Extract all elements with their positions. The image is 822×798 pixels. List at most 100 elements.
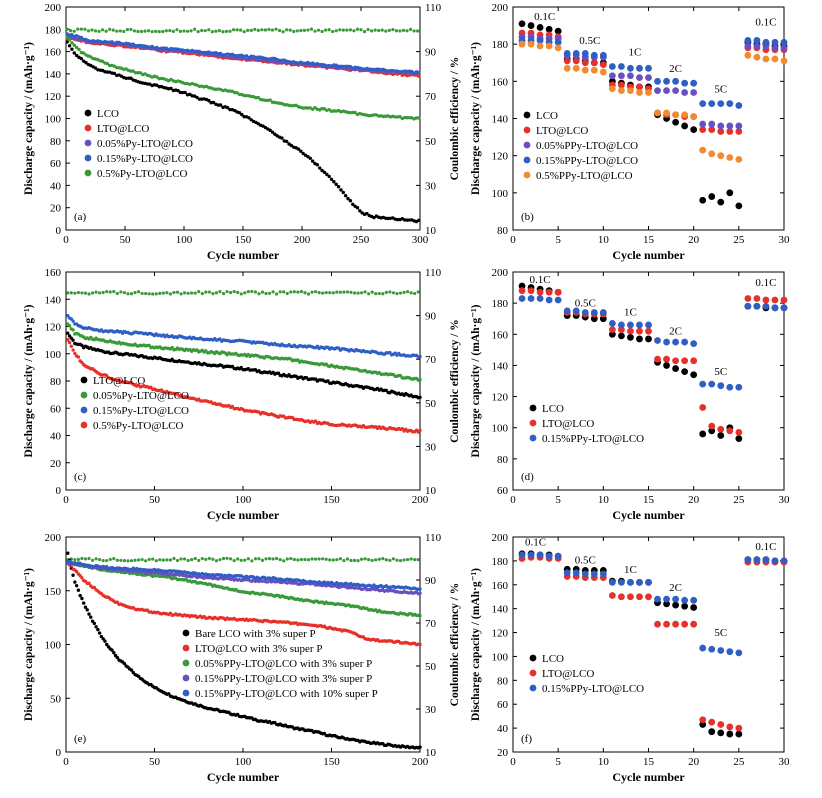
data-point bbox=[306, 106, 310, 110]
data-point bbox=[690, 79, 698, 87]
rate-label: 5C bbox=[714, 627, 727, 639]
ce-point bbox=[143, 29, 147, 33]
data-point bbox=[351, 202, 355, 206]
ce-point bbox=[190, 558, 194, 562]
rate-label: 5C bbox=[714, 83, 727, 95]
data-point bbox=[762, 302, 770, 310]
data-point bbox=[681, 122, 689, 130]
ce-point bbox=[190, 291, 194, 295]
data-point bbox=[259, 58, 263, 62]
data-point bbox=[636, 593, 643, 601]
ce-point bbox=[395, 291, 399, 296]
y2-tick-label: 10 bbox=[425, 225, 437, 237]
ce-point bbox=[406, 558, 410, 562]
rate-label: 0.5C bbox=[575, 297, 596, 309]
legend-marker bbox=[80, 391, 88, 399]
panel-d: 0 5 10 15 20 25 30 60 80 100 120 140 160 180 200 Cycle … bbox=[470, 267, 790, 522]
ce-point bbox=[115, 291, 119, 296]
x-tick-label: 5 bbox=[555, 234, 561, 246]
ce-point bbox=[395, 558, 399, 562]
ce-point bbox=[168, 558, 173, 562]
ce-point bbox=[363, 290, 367, 294]
ce-point bbox=[214, 29, 218, 33]
legend-label: LCO bbox=[97, 108, 119, 120]
data-point bbox=[320, 168, 324, 173]
plot-frame bbox=[512, 271, 785, 491]
x-tick-label: 50 bbox=[149, 756, 161, 768]
data-point bbox=[572, 569, 580, 577]
plot-frame bbox=[512, 536, 785, 753]
ce-point bbox=[122, 29, 126, 34]
data-point bbox=[590, 66, 598, 74]
data-point bbox=[545, 296, 553, 304]
data-point bbox=[169, 86, 173, 91]
y2-tick-label: 50 bbox=[425, 398, 437, 410]
series-1 bbox=[518, 553, 788, 732]
ce-point bbox=[355, 27, 360, 31]
data-point bbox=[388, 350, 392, 355]
data-point bbox=[717, 425, 725, 433]
data-point bbox=[554, 296, 562, 304]
data-point bbox=[418, 745, 422, 749]
ce-point bbox=[416, 29, 420, 33]
ce-point bbox=[263, 28, 268, 32]
data-point bbox=[672, 601, 679, 609]
ce-point bbox=[119, 290, 123, 294]
x-tick-label: 20 bbox=[688, 756, 700, 768]
data-point bbox=[228, 107, 232, 112]
data-point bbox=[681, 111, 689, 119]
ce-point bbox=[374, 292, 378, 296]
y-tick-label: 80 bbox=[497, 675, 509, 687]
y-tick-label: 160 bbox=[492, 329, 509, 341]
legend-marker bbox=[84, 124, 92, 132]
rate-label: 1C bbox=[629, 46, 642, 58]
ce-point bbox=[285, 291, 289, 296]
y-tick-label: 20 bbox=[50, 203, 62, 215]
ce-point bbox=[239, 292, 243, 296]
ce-point bbox=[373, 28, 377, 32]
data-point bbox=[672, 357, 679, 365]
data-point bbox=[681, 89, 689, 96]
panel-c: 0 50 100 150 200 0 20 40 60 80 100 120 140 160 10 30 50 7… bbox=[23, 267, 461, 522]
data-point bbox=[708, 100, 716, 108]
plot-frame bbox=[65, 6, 421, 231]
data-point bbox=[97, 631, 102, 635]
legend: LCO LTO@LCO 0.15%PPy-LTO@LCO bbox=[529, 653, 644, 695]
data-point bbox=[518, 40, 526, 48]
x-axis-label: Cycle number bbox=[207, 248, 280, 262]
data-point bbox=[572, 57, 580, 65]
x-tick-label: 20 bbox=[688, 494, 700, 506]
ce-point bbox=[275, 292, 279, 296]
data-point bbox=[636, 327, 643, 335]
panel-label: (e) bbox=[74, 733, 87, 745]
panel-a: 0 50 100 150 200 250 300 0 20 40 60 80 100 120 140 160 1… bbox=[23, 2, 461, 262]
data-point bbox=[270, 130, 275, 134]
data-point bbox=[735, 428, 743, 436]
legend-label: 0.5%Py-LTO@LCO bbox=[97, 168, 188, 180]
data-point bbox=[581, 59, 589, 67]
x-tick-label: 25 bbox=[733, 756, 745, 768]
series-0 bbox=[66, 331, 422, 400]
ce-point bbox=[349, 290, 353, 294]
data-point bbox=[225, 105, 230, 110]
x-tick-label: 25 bbox=[733, 494, 745, 506]
ce-point bbox=[362, 30, 367, 34]
data-point bbox=[708, 380, 716, 388]
data-point bbox=[346, 196, 350, 201]
data-point bbox=[318, 166, 322, 170]
data-point bbox=[681, 596, 689, 604]
ce-point bbox=[352, 291, 357, 295]
data-point bbox=[654, 595, 661, 603]
data-point bbox=[65, 40, 69, 44]
data-point bbox=[608, 578, 616, 586]
data-point bbox=[753, 37, 761, 44]
ce-point bbox=[90, 291, 95, 295]
data-point bbox=[618, 81, 625, 89]
ce-point bbox=[229, 290, 233, 295]
ce-point bbox=[270, 28, 275, 32]
data-point bbox=[71, 573, 75, 577]
ce-point bbox=[260, 290, 265, 294]
data-point bbox=[681, 368, 689, 376]
data-point bbox=[563, 569, 571, 577]
